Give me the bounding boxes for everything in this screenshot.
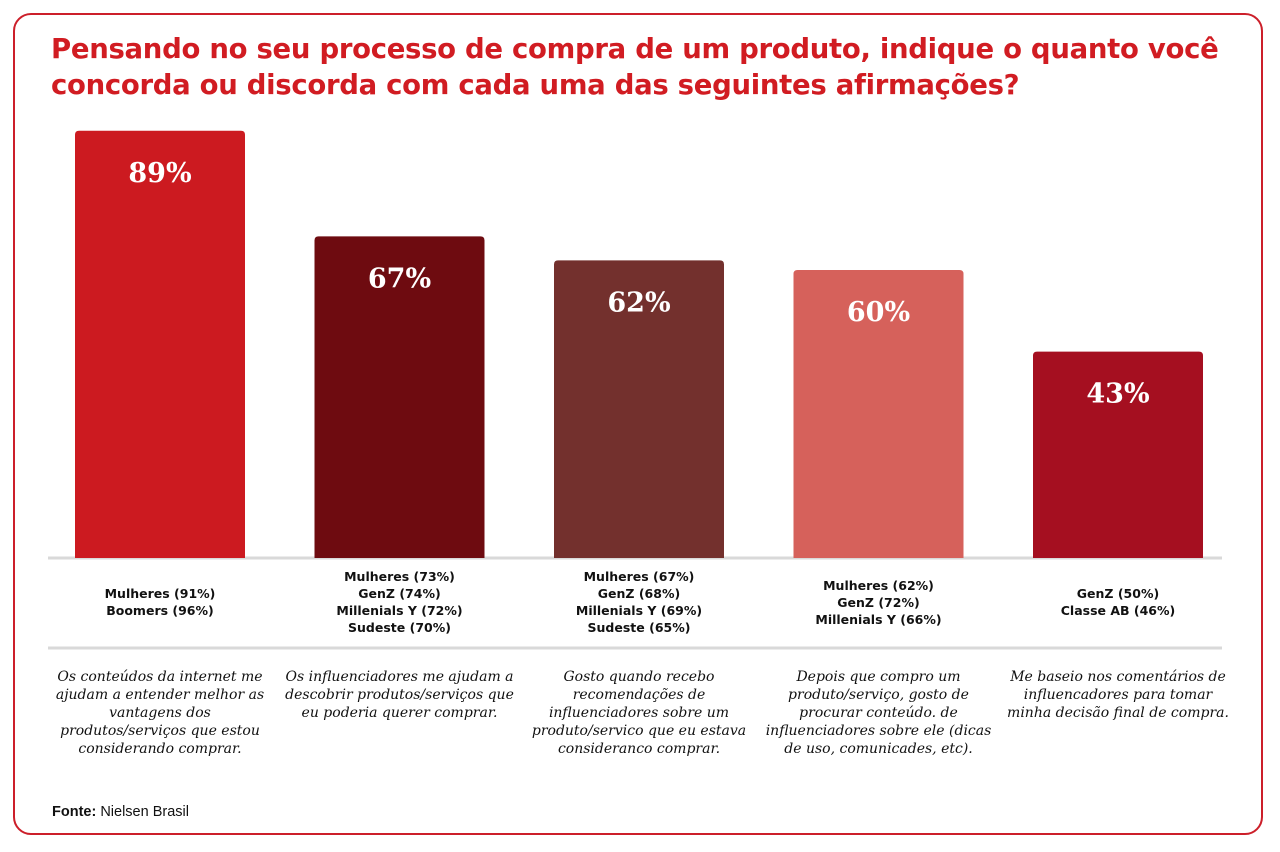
- segment-breakdown: Mulheres (73%) GenZ (74%) Millenials Y (72…: [295, 566, 505, 638]
- category-label: Me baseio nos comentários de influencado…: [1007, 669, 1229, 721]
- segment-item: GenZ (50%): [1076, 586, 1160, 601]
- segment-item: GenZ (74%): [358, 586, 441, 601]
- category-label: Os conteúdos da internet me ajudam a ent…: [55, 669, 265, 757]
- segment-item: Mulheres (73%): [344, 569, 455, 584]
- source-note: Fonte: Nielsen Brasil: [52, 804, 189, 820]
- segment-item: Mulheres (91%): [104, 586, 216, 601]
- category-label: Depois que compro um produto/serviço, go…: [765, 669, 992, 757]
- segment-item: Boomers (96%): [106, 603, 214, 618]
- source-text: Nielsen Brasil: [100, 804, 189, 820]
- bar-value-label: 67%: [368, 263, 431, 294]
- bar: [75, 130, 245, 559]
- bar-value-label: 43%: [1086, 379, 1149, 410]
- bar-value-label: 89%: [128, 158, 191, 189]
- category-label: Gosto quando recebo recomendações de inf…: [531, 669, 747, 757]
- segment-item: Millenials Y (69%): [575, 603, 703, 618]
- bar: [1033, 351, 1203, 558]
- segment-item: GenZ (72%): [837, 594, 920, 610]
- bar-value-label: 60%: [847, 297, 910, 328]
- category-label: Os influenciadores me ajudam a descobrir…: [285, 669, 514, 721]
- bar-value-label: 62%: [607, 287, 670, 318]
- segment-item: Sudeste (65%): [587, 620, 691, 635]
- segment-item: GenZ (68%): [597, 586, 681, 601]
- segment-item: Mulheres (67%): [583, 569, 695, 584]
- segment-breakdown: GenZ (50%) Classe AB (46%): [1013, 566, 1223, 638]
- segment-breakdown: Mulheres (62%) GenZ (72%) Millenials Y (66…: [774, 566, 984, 638]
- source-label: Fonte:: [52, 804, 97, 820]
- segment-item: Millenials Y (66%): [815, 611, 942, 627]
- segment-breakdown: Mulheres (91%) Boomers (96%): [55, 566, 265, 638]
- segment-breakdown: Mulheres (67%) GenZ (68%) Millenials Y (69…: [534, 566, 744, 638]
- segment-item: Sudeste (70%): [348, 620, 451, 635]
- chart-title: Pensando no seu processo de compra de um…: [51, 33, 1219, 101]
- segment-item: Mulheres (62%): [823, 577, 934, 593]
- bar: [793, 270, 964, 558]
- bar: [554, 260, 724, 558]
- segment-item: Millenials Y (72%): [336, 603, 463, 618]
- bar: [314, 236, 485, 558]
- segment-item: Classe AB (46%): [1060, 603, 1176, 618]
